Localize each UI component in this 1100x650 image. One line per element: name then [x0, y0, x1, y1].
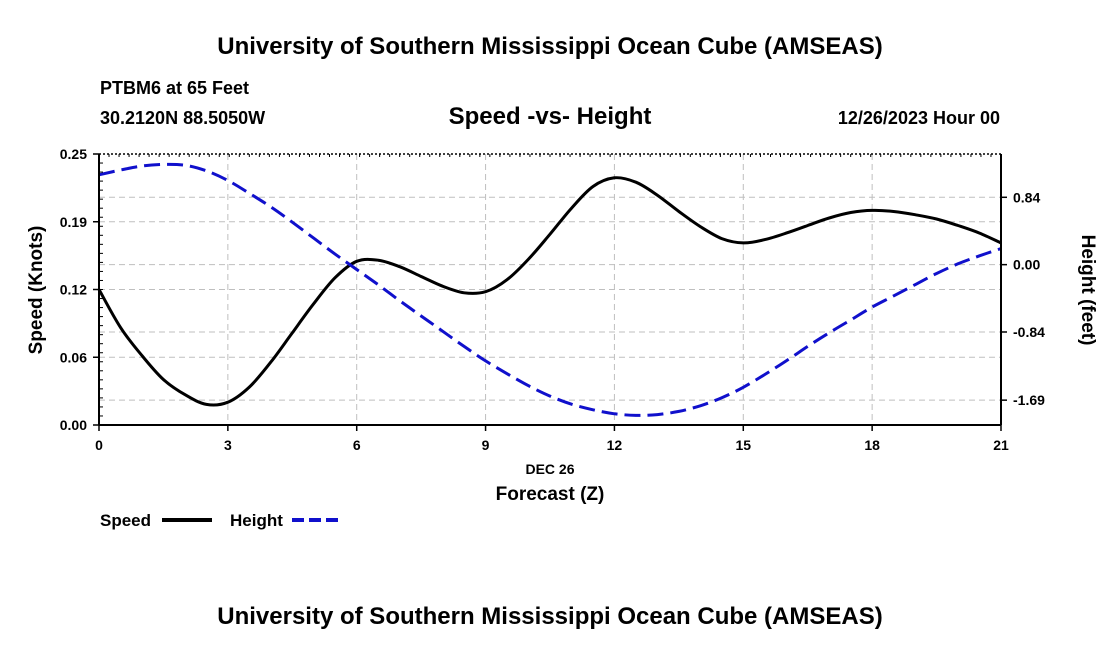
legend-speed-label: Speed [100, 511, 151, 530]
x-tick-label: 15 [735, 437, 751, 453]
x-tick-label: 9 [482, 437, 490, 453]
speed-series-line [97, 176, 1002, 407]
x-tick-label: 6 [353, 437, 361, 453]
x-tick-label: 12 [607, 437, 623, 453]
y2-tick-label: 0.84 [1013, 189, 1040, 205]
y2-tick-label: -1.69 [1013, 392, 1045, 408]
y-tick-label: 0.00 [60, 417, 87, 433]
x-tick-label: 18 [864, 437, 880, 453]
y2-axis-label: Height (feet) [1077, 235, 1098, 346]
x-tick-label: 3 [224, 437, 232, 453]
y-tick-label: 0.12 [60, 282, 87, 298]
y-tick-label: 0.06 [60, 349, 87, 365]
footer-title: University of Southern Mississippi Ocean… [217, 603, 882, 630]
x-axis-date-label: DEC 26 [525, 461, 574, 477]
y-axis-label: Speed (Knots) [26, 226, 47, 355]
y-tick-label: 0.19 [60, 214, 87, 230]
page-title: University of Southern Mississippi Ocean… [217, 33, 882, 60]
x-tick-label: 0 [95, 437, 103, 453]
station-label: PTBM6 at 65 Feet [100, 78, 249, 98]
axes [93, 153, 1007, 431]
series-layer [97, 162, 1002, 417]
chart-title: Speed -vs- Height [449, 103, 652, 130]
x-tick-label: 21 [993, 437, 1009, 453]
y2-tick-label: 0.00 [1013, 257, 1040, 273]
legend: Speed Height [100, 511, 342, 530]
location-label: 30.2120N 88.5050W [100, 108, 265, 128]
height-series-line [98, 162, 1002, 417]
datetime-label: 12/26/2023 Hour 00 [838, 108, 1000, 128]
y2-tick-label: -0.84 [1013, 324, 1045, 340]
y-tick-label: 0.25 [60, 146, 87, 162]
grid [99, 154, 1001, 425]
x-axis-label: Forecast (Z) [496, 484, 605, 505]
legend-height-label: Height [230, 511, 283, 530]
tick-labels: 0 3 6 9 12 15 18 21 0.00 0.06 0.12 0.19 0.25 -1.69 -0.… [60, 146, 1045, 453]
